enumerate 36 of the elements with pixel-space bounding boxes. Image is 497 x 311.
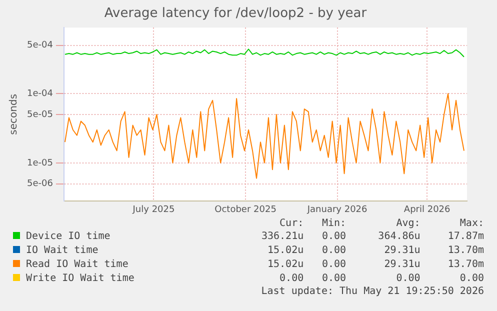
x-tick-label: October 2025: [214, 204, 276, 215]
text: 29.31u: [383, 244, 420, 258]
text: 336.21u: [260, 230, 304, 244]
x-tick-label: January 2026: [306, 204, 368, 215]
y-tick-label: 5e-06: [26, 179, 54, 190]
text: Last update: Thu May 21 19:25:50 2026: [260, 286, 484, 298]
x-tick-label: April 2026: [404, 204, 451, 215]
text: 13.70m: [446, 244, 484, 258]
legend-label: Device IO time: [25, 230, 112, 244]
text: 15.02u: [266, 258, 304, 272]
text: 17.87m: [446, 230, 484, 244]
y-tick-label: 1e-04: [26, 89, 54, 100]
text: 0.00: [320, 258, 346, 272]
legend-label: IO Wait time: [25, 244, 100, 258]
text: 364.86u: [377, 230, 420, 244]
text: Cur:: [278, 218, 304, 230]
text: 13.70m: [446, 258, 484, 272]
text: 0.00: [320, 244, 346, 258]
text: Avg:: [395, 218, 420, 230]
legend-label: Write IO Wait time: [25, 272, 136, 286]
y-tick-label: 5e-04: [26, 40, 54, 51]
text: Max:: [458, 218, 484, 230]
text: 0.00: [320, 272, 346, 286]
text: 0.00: [458, 272, 484, 286]
text: 15.02u: [266, 244, 304, 258]
text: Min:: [320, 218, 346, 230]
chart-title: Average latency for /dev/loop2 - by year: [104, 6, 368, 22]
text: 0.00: [320, 230, 346, 244]
y-axis-title: seconds: [8, 94, 20, 135]
y-tick-label: 5e-05: [26, 110, 53, 120]
text: 0.00: [395, 272, 420, 286]
x-tick-label: July 2025: [132, 204, 175, 215]
text: 29.31u: [383, 258, 420, 272]
text: 0.00: [278, 272, 304, 286]
y-tick-label: 1e-05: [26, 158, 53, 168]
legend-label: Read IO Wait time: [25, 258, 130, 272]
